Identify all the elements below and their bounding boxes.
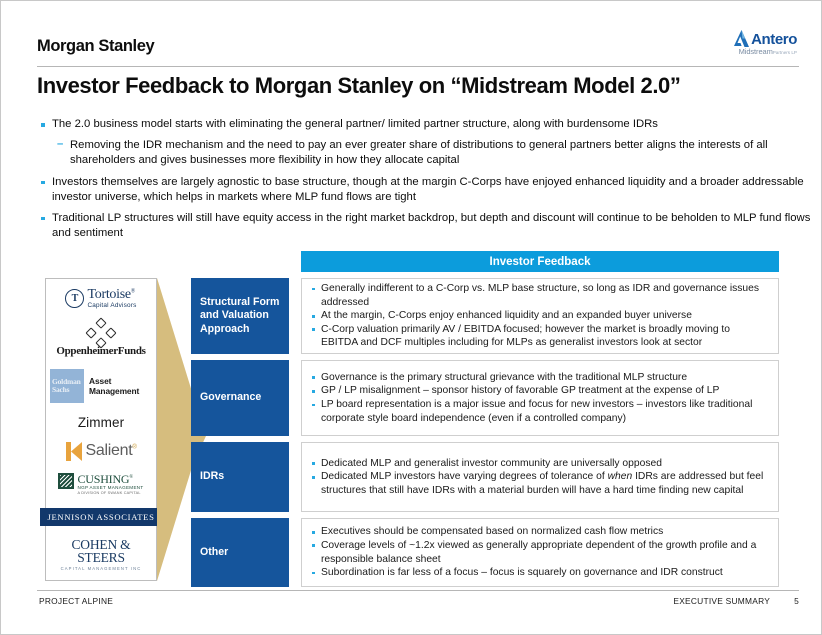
row-category-label: IDRs bbox=[191, 442, 289, 512]
logo-zimmer: Zimmer bbox=[50, 415, 152, 430]
row-category-label: Structural Form and Valuation Approach bbox=[191, 278, 289, 354]
goldman-sachs-box-icon: Goldman Sachs bbox=[50, 368, 84, 403]
feedback-table: Structural Form and Valuation Approach G… bbox=[191, 278, 779, 593]
list-item: Governance is the primary structural gri… bbox=[311, 371, 769, 385]
antero-logo-subtitle: MidstreamPartners LP bbox=[705, 47, 797, 57]
morgan-stanley-wordmark: Morgan Stanley bbox=[37, 37, 155, 55]
list-item: Coverage levels of ~1.2x viewed as gener… bbox=[311, 539, 769, 566]
list-item: Dedicated MLP and generalist investor co… bbox=[311, 457, 769, 471]
logo-text-secondary: NGP ASSET MANAGEMENT bbox=[77, 485, 144, 491]
list-item: At the margin, C-Corps enjoy enhanced li… bbox=[311, 309, 769, 323]
logo-text-secondary: Capital Advisors bbox=[87, 302, 137, 309]
row-content: Governance is the primary structural gri… bbox=[301, 360, 779, 436]
logo-text-primary: Goldman Sachs bbox=[52, 376, 81, 394]
logo-text-secondary: CAPITAL MANAGEMENT INC bbox=[60, 565, 142, 571]
table-row: Structural Form and Valuation Approach G… bbox=[191, 278, 779, 354]
logo-tortoise: Tortoise® Capital Advisors bbox=[50, 288, 152, 309]
tortoise-emblem-icon bbox=[65, 289, 85, 309]
bullet-item: Investors themselves are largely agnosti… bbox=[39, 175, 811, 206]
logo-text-primary: Tortoise® bbox=[87, 287, 136, 302]
antero-logo-sub-small: Partners LP bbox=[772, 50, 797, 55]
antero-mountain-icon bbox=[734, 30, 750, 47]
logo-cushing: CUSHING® NGP ASSET MANAGEMENT A DIVISION… bbox=[50, 473, 152, 495]
logo-text-primary: Zimmer bbox=[77, 414, 125, 430]
footer-right-group: EXECUTIVE SUMMARY 5 bbox=[673, 596, 799, 606]
logo-text-primary: JENNISON ASSOCIATES bbox=[40, 507, 162, 526]
list-item: Executives should be compensated based o… bbox=[311, 525, 769, 539]
header-divider bbox=[37, 66, 799, 67]
antero-logo-top: Antero bbox=[705, 29, 797, 47]
logo-text-tertiary: A DIVISION OF SWANK CAPITAL bbox=[77, 490, 141, 495]
bullet-item: Traditional LP structures will still hav… bbox=[39, 211, 811, 242]
table-row: Governance Governance is the primary str… bbox=[191, 360, 779, 436]
list-item: LP board representation is a major issue… bbox=[311, 398, 769, 425]
table-column-header: Investor Feedback bbox=[301, 251, 779, 272]
cushing-emblem-icon bbox=[58, 473, 75, 490]
logo-text-primary: Salient® bbox=[85, 442, 137, 460]
logo-salient: Salient® bbox=[50, 441, 152, 461]
antero-logo-name: Antero bbox=[751, 31, 797, 48]
logo-text-primary: CUSHING® bbox=[77, 472, 134, 487]
page-title: Investor Feedback to Morgan Stanley on “… bbox=[37, 73, 681, 98]
table-row: Other Executives should be compensated b… bbox=[191, 518, 779, 587]
row-content: Generally indifferent to a C-Corp vs. ML… bbox=[301, 278, 779, 354]
bullet-subitem: Removing the IDR mechanism and the need … bbox=[39, 137, 811, 169]
row-category-label: Other bbox=[191, 518, 289, 587]
list-item: Generally indifferent to a C-Corp vs. ML… bbox=[311, 282, 769, 309]
list-item: Subordination is far less of a focus – f… bbox=[311, 566, 769, 580]
oppenheimer-diamond-icon bbox=[85, 316, 117, 349]
footer-divider bbox=[37, 590, 799, 591]
table-row: IDRs Dedicated MLP and generalist invest… bbox=[191, 442, 779, 512]
logo-jennison-associates: JENNISON ASSOCIATES bbox=[40, 507, 162, 526]
logo-text-primary: OppenheimerFunds bbox=[56, 344, 146, 357]
row-category-label: Governance bbox=[191, 360, 289, 436]
page-number: 5 bbox=[794, 596, 799, 606]
antero-midstream-logo: Antero MidstreamPartners LP bbox=[705, 29, 797, 61]
footer-section-name: EXECUTIVE SUMMARY bbox=[673, 596, 771, 606]
list-item: C-Corp valuation primarily AV / EBITDA f… bbox=[311, 323, 769, 350]
antero-logo-sub-main: Midstream bbox=[738, 47, 773, 56]
logo-cohen-and-steers: COHEN & STEERS CAPITAL MANAGEMENT INC bbox=[50, 538, 152, 571]
logo-oppenheimerfunds: OppenheimerFunds bbox=[50, 316, 152, 357]
logo-text-secondary: Asset Management bbox=[89, 375, 140, 396]
salient-chevron-icon bbox=[65, 441, 83, 461]
gold-arrow-shape bbox=[157, 278, 209, 581]
logo-text-primary: COHEN & STEERS bbox=[71, 536, 131, 566]
footer-project-name: PROJECT ALPINE bbox=[39, 596, 114, 606]
list-item: Dedicated MLP investors have varying deg… bbox=[311, 470, 769, 497]
bullet-list: The 2.0 business model starts with elimi… bbox=[39, 117, 811, 247]
list-item: GP / LP misalignment – sponsor history o… bbox=[311, 384, 769, 398]
row-content: Dedicated MLP and generalist investor co… bbox=[301, 442, 779, 512]
row-content: Executives should be compensated based o… bbox=[301, 518, 779, 587]
investor-logo-panel: Tortoise® Capital Advisors OppenheimerFu… bbox=[40, 278, 162, 581]
bullet-item: The 2.0 business model starts with elimi… bbox=[39, 117, 811, 133]
logo-goldman-sachs-asset-management: Goldman Sachs Asset Management bbox=[50, 368, 152, 403]
